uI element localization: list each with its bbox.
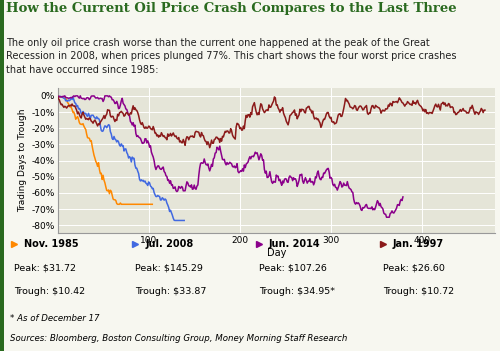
- Text: Sources: Bloomberg, Boston Consulting Group, Money Morning Staff Research: Sources: Bloomberg, Boston Consulting Gr…: [10, 334, 347, 343]
- Text: The only oil price crash worse than the current one happened at the peak of the : The only oil price crash worse than the …: [6, 38, 456, 75]
- X-axis label: Day: Day: [266, 248, 286, 258]
- Text: Jan. 1997: Jan. 1997: [392, 239, 444, 249]
- Text: Jul. 2008: Jul. 2008: [145, 239, 194, 249]
- Text: Peak: $26.60: Peak: $26.60: [382, 263, 444, 272]
- Text: Trough: $33.87: Trough: $33.87: [135, 287, 206, 296]
- Text: * As of December 17: * As of December 17: [10, 314, 100, 323]
- Text: Peak: $31.72: Peak: $31.72: [14, 263, 76, 272]
- Text: Trough: $34.95*: Trough: $34.95*: [259, 287, 335, 296]
- Text: Peak: $145.29: Peak: $145.29: [135, 263, 203, 272]
- Text: Nov. 1985: Nov. 1985: [24, 239, 78, 249]
- Text: Trough: $10.72: Trough: $10.72: [382, 287, 454, 296]
- Text: Peak: $107.26: Peak: $107.26: [259, 263, 327, 272]
- Text: Jun. 2014: Jun. 2014: [269, 239, 320, 249]
- Y-axis label: Trading Days to Trough: Trading Days to Trough: [18, 109, 27, 212]
- Text: How the Current Oil Price Crash Compares to the Last Three: How the Current Oil Price Crash Compares…: [6, 2, 456, 15]
- Text: Trough: $10.42: Trough: $10.42: [14, 287, 85, 296]
